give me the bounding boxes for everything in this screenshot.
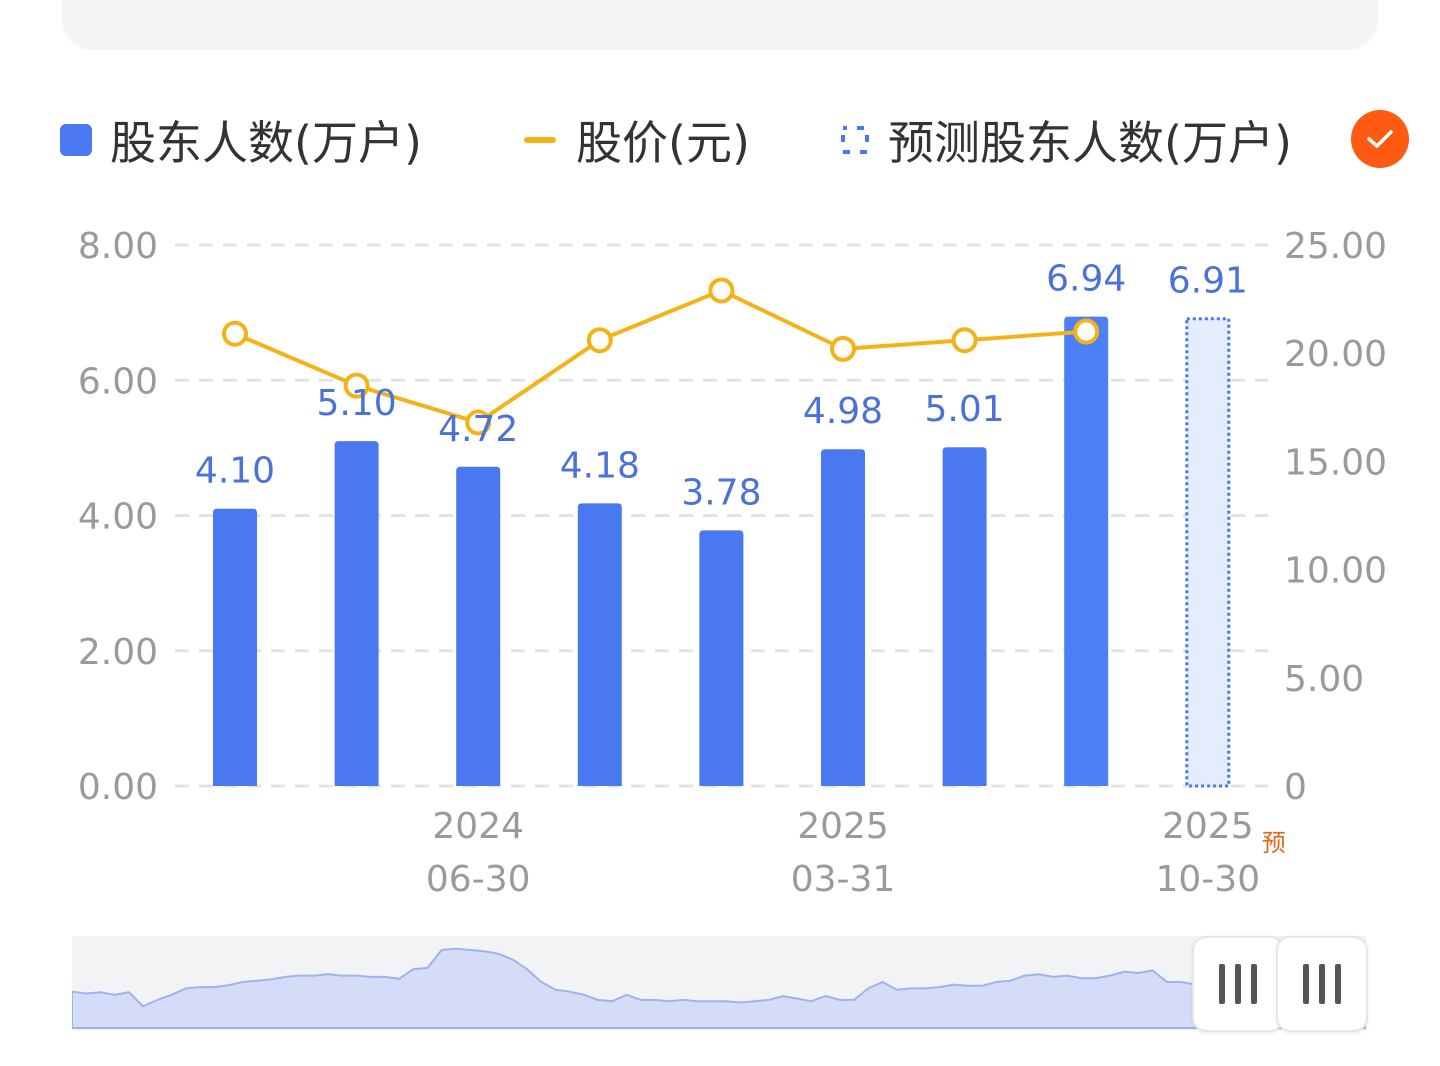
right-axis: 0 5.00 10.00 15.00 20.00 25.00 — [1284, 226, 1387, 808]
x-tick-date: 03-31 — [791, 859, 896, 900]
summary-card — [62, 0, 1378, 50]
legend-swatch-holders — [60, 124, 92, 156]
legend-label-price: 股价(元) — [576, 116, 750, 170]
price-line-series — [222, 277, 1100, 436]
legend-toggle-check-icon[interactable] — [1351, 110, 1409, 168]
bar — [213, 508, 257, 786]
bar — [699, 530, 744, 786]
price-point — [951, 327, 978, 354]
bar-series — [213, 316, 1231, 788]
left-tick-label: 2.00 — [78, 632, 158, 673]
x-tick-date: 06-30 — [426, 859, 531, 900]
range-navigator[interactable] — [72, 936, 1368, 1032]
bar-data-label: 6.94 — [1046, 259, 1126, 300]
bar-data-label: 4.98 — [803, 391, 883, 432]
bar-data-label: 4.72 — [438, 409, 518, 450]
navigator-preview — [72, 947, 1366, 1029]
x-tick-date: 10-30 — [1155, 859, 1260, 900]
bar-data-label: 5.10 — [317, 383, 397, 424]
left-tick-label: 8.00 — [78, 226, 158, 267]
price-line — [234, 288, 1087, 425]
price-point — [222, 320, 248, 347]
price-point — [465, 409, 492, 436]
left-tick-label: 0.00 — [78, 767, 158, 808]
legend-item-price[interactable]: 股价(元) — [524, 108, 750, 172]
bar-data-label: 4.10 — [195, 451, 275, 492]
bar-data-label: 3.78 — [681, 472, 761, 513]
bar — [577, 503, 622, 786]
bar-data-label: 4.18 — [560, 445, 640, 486]
predicted-tag: 预 — [1262, 829, 1286, 857]
right-tick-label: 5.00 — [1284, 659, 1364, 700]
left-tick-label: 6.00 — [78, 361, 158, 402]
legend-label-holders: 股东人数(万户) — [110, 116, 422, 170]
bar — [456, 466, 501, 786]
right-tick-label: 20.00 — [1284, 334, 1387, 375]
left-tick-label: 4.00 — [78, 497, 158, 538]
right-tick-label: 15.00 — [1284, 442, 1387, 483]
chart-legend: 股东人数(万户) 股价(元) 预测股东人数(万户) — [60, 108, 1430, 172]
navigator-left-handle[interactable] — [1192, 936, 1284, 1032]
legend-swatch-price — [524, 137, 556, 143]
predicted-bar — [1185, 317, 1231, 788]
navigator-right-handle[interactable] — [1276, 936, 1368, 1032]
price-point — [830, 335, 856, 362]
right-tick-label: 0 — [1284, 767, 1307, 808]
legend-label-predicted: 预测股东人数(万户) — [888, 116, 1292, 170]
holders-price-chart: 0.00 2.00 4.00 6.00 8.00 0 5.00 10.00 15.00 20.0… — [78, 226, 1387, 900]
legend-swatch-predicted — [841, 126, 869, 154]
right-tick-label: 10.00 — [1284, 551, 1387, 592]
price-point — [586, 327, 613, 354]
legend-item-holders[interactable]: 股东人数(万户) — [60, 108, 422, 172]
x-tick-year: 2025 — [797, 806, 889, 847]
bar — [821, 449, 865, 786]
x-tick-year: 2024 — [432, 806, 524, 847]
left-axis: 0.00 2.00 4.00 6.00 8.00 — [78, 226, 158, 808]
bar-data-labels: 4.10 5.10 4.72 4.18 3.78 4.98 5.01 6.94 6.91 — [195, 259, 1248, 514]
bar — [942, 447, 987, 786]
legend-item-predicted[interactable]: 预测股东人数(万户) — [840, 108, 1292, 172]
price-point — [343, 372, 370, 399]
x-axis: 2024 06-30 2025 03-31 2025 10-30预 — [426, 806, 1286, 900]
bar-data-label: 5.01 — [925, 389, 1005, 430]
right-tick-label: 25.00 — [1284, 226, 1387, 267]
x-tick-year: 2025 — [1162, 806, 1254, 847]
price-point — [1073, 318, 1100, 345]
bar — [1064, 316, 1109, 786]
bar-data-label: 6.91 — [1168, 261, 1248, 302]
bar — [334, 441, 379, 786]
navigator-area — [72, 947, 1366, 1029]
price-point — [708, 277, 735, 304]
